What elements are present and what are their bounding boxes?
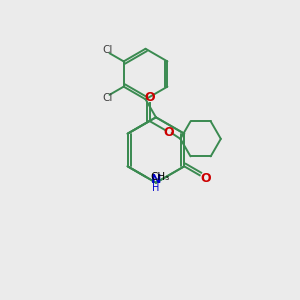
Text: H: H (152, 183, 160, 193)
Text: O: O (144, 91, 155, 104)
Text: O: O (200, 172, 211, 185)
Text: CH₃: CH₃ (150, 172, 170, 182)
Text: Cl: Cl (103, 93, 113, 103)
Text: Cl: Cl (103, 45, 113, 55)
Text: N: N (151, 173, 161, 186)
Text: O: O (163, 126, 174, 139)
